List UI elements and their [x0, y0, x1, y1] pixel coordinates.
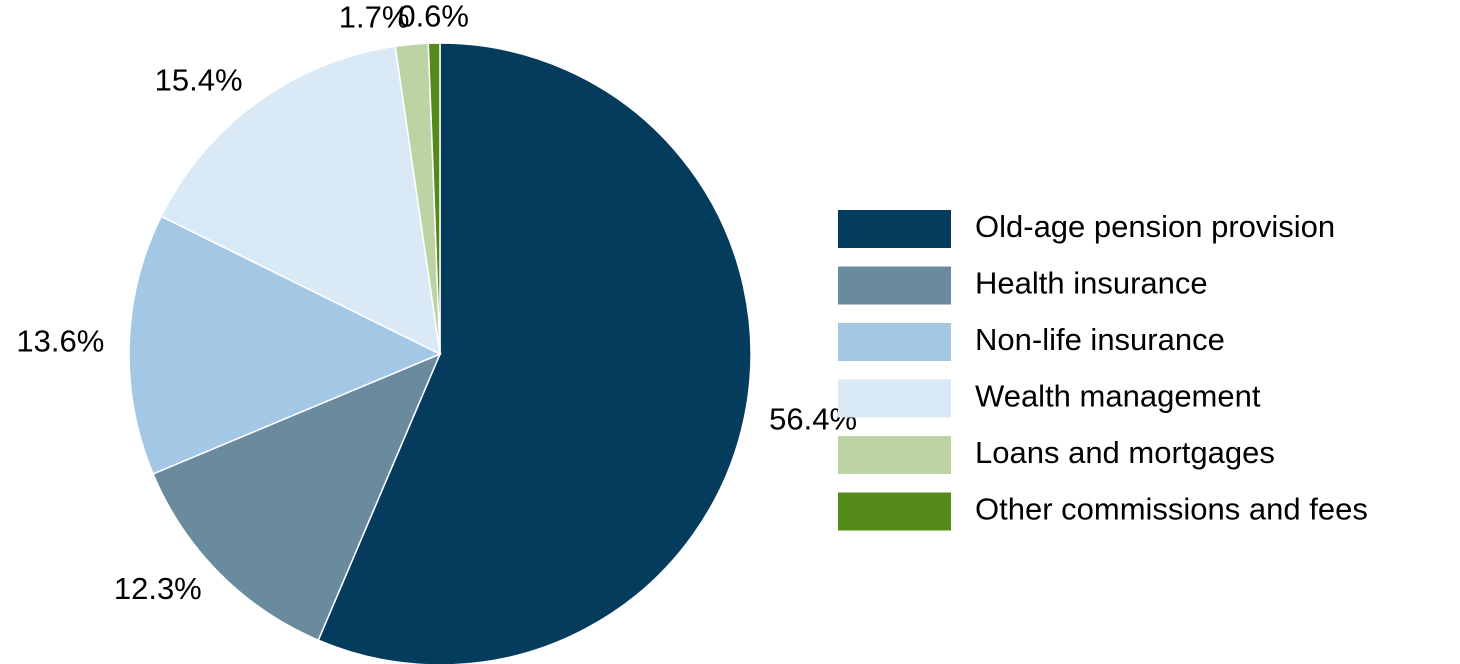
data-label: 13.6% [16, 324, 104, 359]
pie-slice [317, 42, 752, 664]
legend-swatch [838, 210, 951, 248]
legend-label: Old-age pension provision [975, 209, 1335, 244]
legend-swatch [838, 492, 951, 531]
data-label: 15.4% [155, 62, 243, 97]
legend-swatch [838, 379, 951, 418]
pie-slice [152, 352, 442, 642]
legend-label: Wealth management [975, 379, 1261, 414]
legend-swatch [838, 436, 951, 474]
legend-label: Loans and mortgages [975, 435, 1275, 470]
data-label: 12.3% [114, 571, 202, 606]
data-label: 0.6% [398, 0, 469, 33]
pie-slice [427, 42, 441, 355]
legend-swatch [838, 266, 951, 305]
legend-label: Other commissions and fees [975, 492, 1368, 527]
legend-swatch [838, 323, 951, 361]
legend-label: Health insurance [975, 266, 1208, 301]
data-label: 1.7% [339, 0, 410, 35]
legend-label: Non-life insurance [975, 322, 1225, 357]
pie-slice [128, 215, 442, 475]
pie-slice [160, 45, 441, 356]
